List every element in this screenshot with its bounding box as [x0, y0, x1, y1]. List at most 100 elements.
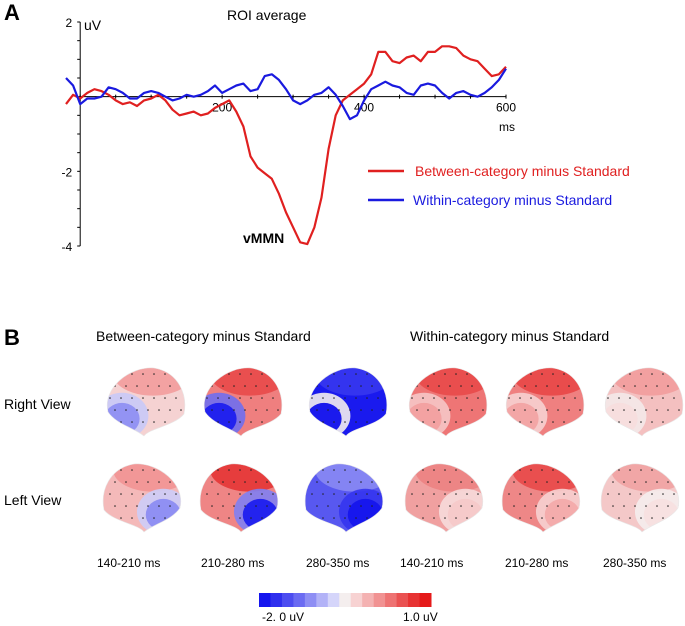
chart-legend: Between-category minus Standard Within-c… — [368, 163, 630, 208]
map-outline — [404, 463, 484, 533]
electrode-dot — [120, 373, 122, 375]
electrode-dot — [244, 505, 246, 507]
electrode-dot — [322, 469, 324, 471]
electrode-dot — [261, 517, 263, 519]
panel-a-label: A — [4, 0, 20, 25]
electrode-dot — [261, 493, 263, 495]
electrode-dot — [250, 373, 252, 375]
electrode-dot — [272, 373, 274, 375]
electrode-dot — [153, 397, 155, 399]
electrode-dot — [607, 469, 609, 471]
electrode-dot — [327, 385, 329, 387]
electrode-dot — [438, 505, 440, 507]
electrode-dot — [311, 373, 313, 375]
electrode-dot — [322, 373, 324, 375]
electrode-dot — [444, 493, 446, 495]
electrode-dot — [623, 481, 625, 483]
electrode-dot — [125, 385, 127, 387]
electrode-dot — [272, 469, 274, 471]
electrode-dot — [217, 469, 219, 471]
electrode-dot — [338, 385, 340, 387]
electrode-dot — [228, 517, 230, 519]
electrode-dot — [634, 409, 636, 411]
electrode-dot — [568, 505, 570, 507]
electrode-dot — [444, 421, 446, 423]
electrode-dot — [217, 493, 219, 495]
electrode-dot — [322, 493, 324, 495]
colorbar-swatch — [350, 593, 363, 607]
electrode-dot — [272, 421, 274, 423]
electrode-dot — [142, 517, 144, 519]
electrode-dot — [563, 373, 565, 375]
electrode-dot — [109, 397, 111, 399]
electrode-dot — [131, 517, 133, 519]
map-outline — [304, 463, 384, 533]
electrode-dot — [233, 409, 235, 411]
electrode-dot — [623, 505, 625, 507]
electrode-dot — [316, 505, 318, 507]
electrode-dot — [142, 493, 144, 495]
electrode-dot — [508, 397, 510, 399]
electrode-dot — [114, 481, 116, 483]
x-tick-label: 600 — [496, 101, 516, 115]
electrode-dot — [120, 517, 122, 519]
map-top-region — [512, 463, 580, 492]
electrode-dot — [640, 373, 642, 375]
electrode-dot — [125, 505, 127, 507]
electrode-dot — [541, 493, 543, 495]
electrode-dot — [541, 397, 543, 399]
electrode-dot — [175, 517, 177, 519]
electrode-dot — [508, 469, 510, 471]
electrode-dot — [311, 493, 313, 495]
electrode-dot — [377, 397, 379, 399]
electrode-dot — [377, 517, 379, 519]
electrode-dot — [377, 469, 379, 471]
electrode-dot — [552, 421, 554, 423]
electrode-dot — [344, 421, 346, 423]
map-left-view — [405, 463, 483, 532]
electrode-dot — [662, 373, 664, 375]
electrode-dot — [662, 517, 664, 519]
map-outline — [106, 367, 186, 437]
electrode-dot — [164, 517, 166, 519]
electrode-dot — [546, 409, 548, 411]
electrode-dot — [530, 421, 532, 423]
electrode-dot — [142, 397, 144, 399]
electrode-dot — [460, 385, 462, 387]
row-label-left: Left View — [4, 492, 62, 508]
electrode-dot — [239, 373, 241, 375]
electrode-dot — [640, 469, 642, 471]
electrode-dot — [651, 397, 653, 399]
electrode-dot — [136, 409, 138, 411]
map-outline — [604, 367, 684, 437]
electrode-dot — [607, 373, 609, 375]
electrode-dot — [316, 481, 318, 483]
electrode-dot — [568, 385, 570, 387]
electrode-dot — [239, 397, 241, 399]
electrode-dot — [244, 409, 246, 411]
electrode-dot — [261, 397, 263, 399]
electrode-dot — [153, 517, 155, 519]
electrode-dot — [574, 397, 576, 399]
electrode-dot — [344, 493, 346, 495]
electrode-dot — [568, 481, 570, 483]
electrode-dot — [411, 373, 413, 375]
electrode-dot — [519, 421, 521, 423]
electrode-dot — [612, 505, 614, 507]
electrode-dot — [460, 481, 462, 483]
electrode-dot — [266, 409, 268, 411]
electrode-dot — [563, 517, 565, 519]
electrode-dot — [678, 481, 679, 483]
electrode-dot — [422, 517, 424, 519]
electrode-dot — [411, 397, 413, 399]
electrode-dot — [180, 481, 181, 483]
electrode-dot — [266, 385, 268, 387]
electrode-dot — [411, 493, 413, 495]
electrode-dot — [147, 505, 149, 507]
electrode-dot — [266, 481, 268, 483]
electrode-dot — [618, 517, 620, 519]
electrode-dot — [656, 481, 658, 483]
electrode-dot — [629, 397, 631, 399]
electrode-dot — [535, 481, 537, 483]
